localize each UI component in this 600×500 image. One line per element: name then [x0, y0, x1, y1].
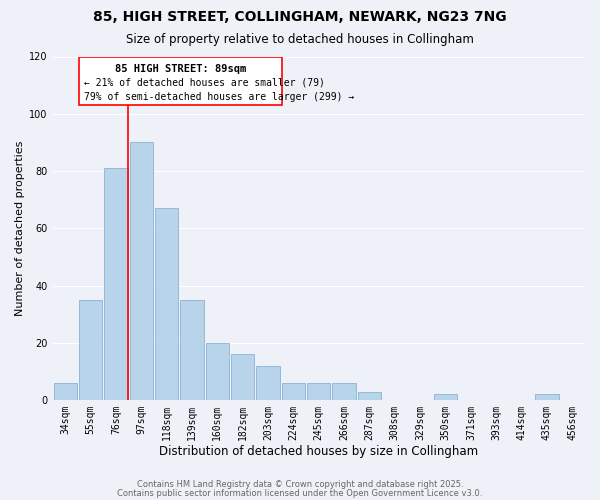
Bar — [53, 383, 77, 400]
Bar — [282, 383, 305, 400]
Bar — [256, 366, 280, 400]
Bar — [130, 142, 153, 400]
Bar — [535, 394, 559, 400]
Bar — [206, 343, 229, 400]
X-axis label: Distribution of detached houses by size in Collingham: Distribution of detached houses by size … — [159, 444, 478, 458]
Text: 85 HIGH STREET: 89sqm: 85 HIGH STREET: 89sqm — [115, 64, 246, 74]
Bar — [181, 300, 203, 400]
Text: 79% of semi-detached houses are larger (299) →: 79% of semi-detached houses are larger (… — [84, 92, 355, 102]
Text: Size of property relative to detached houses in Collingham: Size of property relative to detached ho… — [126, 32, 474, 46]
Bar — [307, 383, 331, 400]
Y-axis label: Number of detached properties: Number of detached properties — [15, 140, 25, 316]
Bar — [155, 208, 178, 400]
Bar — [358, 392, 381, 400]
Text: 85, HIGH STREET, COLLINGHAM, NEWARK, NG23 7NG: 85, HIGH STREET, COLLINGHAM, NEWARK, NG2… — [93, 10, 507, 24]
FancyBboxPatch shape — [79, 56, 282, 105]
Bar — [231, 354, 254, 400]
Bar — [79, 300, 102, 400]
Text: ← 21% of detached houses are smaller (79): ← 21% of detached houses are smaller (79… — [84, 78, 325, 88]
Bar — [104, 168, 128, 400]
Bar — [434, 394, 457, 400]
Text: Contains HM Land Registry data © Crown copyright and database right 2025.: Contains HM Land Registry data © Crown c… — [137, 480, 463, 489]
Bar — [332, 383, 356, 400]
Text: Contains public sector information licensed under the Open Government Licence v3: Contains public sector information licen… — [118, 488, 482, 498]
